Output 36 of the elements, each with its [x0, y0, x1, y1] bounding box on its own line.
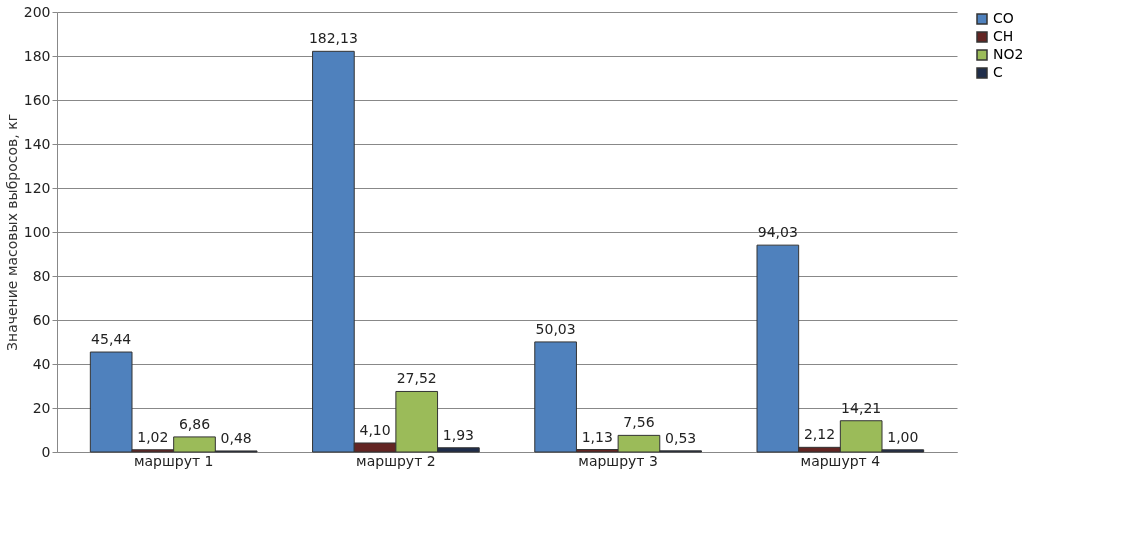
- y-tick-label: 40: [32, 355, 51, 372]
- data-label: 94,03: [757, 224, 798, 241]
- y-tick-label: 100: [23, 223, 51, 240]
- y-tick-label: 180: [23, 47, 51, 64]
- data-label: 1,02: [137, 428, 169, 445]
- data-label: 0,48: [220, 429, 252, 446]
- y-tick-label: 20: [32, 399, 51, 416]
- data-label: 1,13: [581, 428, 613, 445]
- data-label: 182,13: [308, 30, 358, 47]
- data-label: 50,03: [535, 320, 576, 337]
- y-tick-label: 140: [23, 135, 51, 152]
- data-label: 14,21: [841, 399, 882, 416]
- x-tick-label: маршрут 3: [578, 452, 658, 469]
- data-label: 4,10: [359, 421, 391, 438]
- y-tick-label: 80: [32, 267, 51, 284]
- y-tick-label: 200: [23, 3, 51, 20]
- x-tick-label: маршурт 4: [800, 452, 881, 469]
- y-tick-label: 60: [32, 311, 51, 328]
- legend-label: C: [993, 64, 1003, 80]
- y-tick-label: 0: [41, 443, 51, 460]
- y-axis-title: Значение масовых выбросов, кг: [3, 114, 20, 351]
- y-tick-label: 160: [23, 91, 51, 108]
- data-label: 45,44: [91, 331, 132, 348]
- legend-label: NO2: [993, 46, 1024, 62]
- y-tick-label: 120: [23, 179, 51, 196]
- data-label: 7,56: [623, 414, 655, 431]
- data-label: 1,00: [887, 428, 919, 445]
- data-label: 27,52: [396, 370, 437, 387]
- legend-label: CH: [993, 28, 1014, 44]
- x-tick-label: маршрут 1: [133, 452, 214, 469]
- x-tick-label: маршрут 2: [356, 452, 436, 469]
- data-label: 6,86: [178, 415, 211, 432]
- data-label: 2,12: [803, 426, 836, 443]
- data-label: 1,93: [442, 426, 474, 443]
- legend-label: CO: [993, 10, 1014, 26]
- data-label: 0,53: [665, 429, 697, 446]
